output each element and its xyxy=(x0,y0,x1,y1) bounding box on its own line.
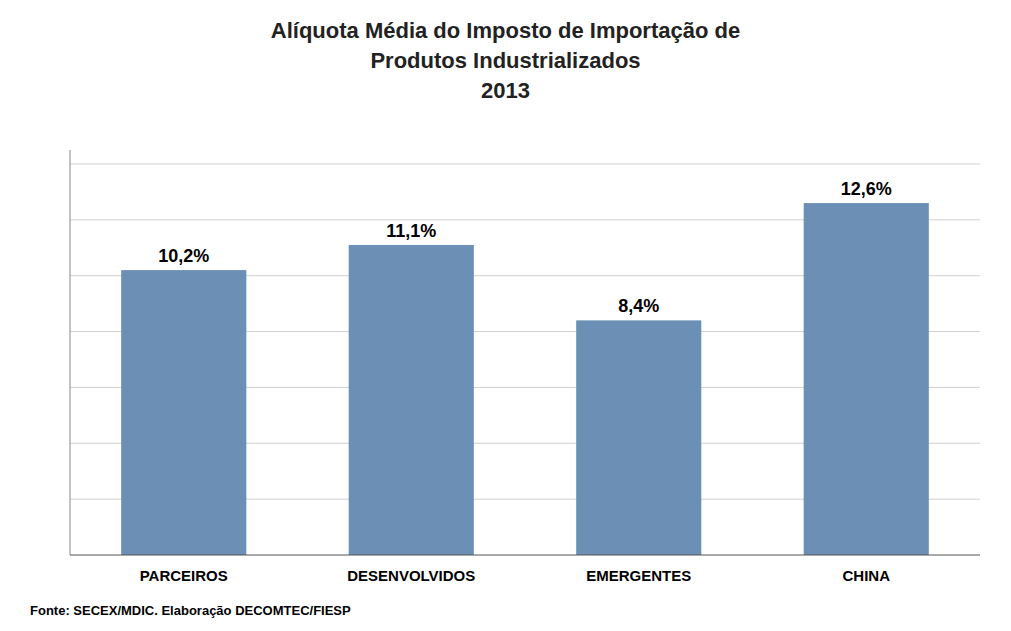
bar xyxy=(121,270,246,555)
x-tick-labels: PARCEIROS DESENVOLVIDOS EMERGENTES CHINA xyxy=(140,567,890,584)
bar xyxy=(349,245,474,555)
source-note: Fonte: SECEX/MDIC. Elaboração DECOMTEC/F… xyxy=(30,603,351,618)
chart-container: Alíquota Média do Imposto de Importação … xyxy=(0,0,1011,631)
data-labels: 10,2% 11,1% 8,4% 12,6% xyxy=(158,179,892,316)
data-label: 8,4% xyxy=(618,296,659,316)
bar xyxy=(804,203,929,555)
data-label: 10,2% xyxy=(158,246,209,266)
x-axis-line xyxy=(70,554,980,555)
title-group: Alíquota Média do Imposto de Importação … xyxy=(271,18,740,103)
x-tick-label: DESENVOLVIDOS xyxy=(347,567,475,584)
title: 2013 xyxy=(481,78,530,103)
data-label: 12,6% xyxy=(841,179,892,199)
x-tick-label: PARCEIROS xyxy=(140,567,228,584)
chart-svg: Alíquota Média do Imposto de Importação … xyxy=(0,0,1011,631)
y-axis-line xyxy=(70,150,71,555)
x-tick-label: EMERGENTES xyxy=(586,567,691,584)
title: Alíquota Média do Imposto de Importação … xyxy=(271,18,740,43)
bar xyxy=(576,320,701,555)
title: Produtos Industrializados xyxy=(370,48,640,73)
x-tick-label: CHINA xyxy=(843,567,891,584)
grid-line xyxy=(70,163,980,164)
data-label: 11,1% xyxy=(386,221,436,241)
bars xyxy=(121,203,929,555)
